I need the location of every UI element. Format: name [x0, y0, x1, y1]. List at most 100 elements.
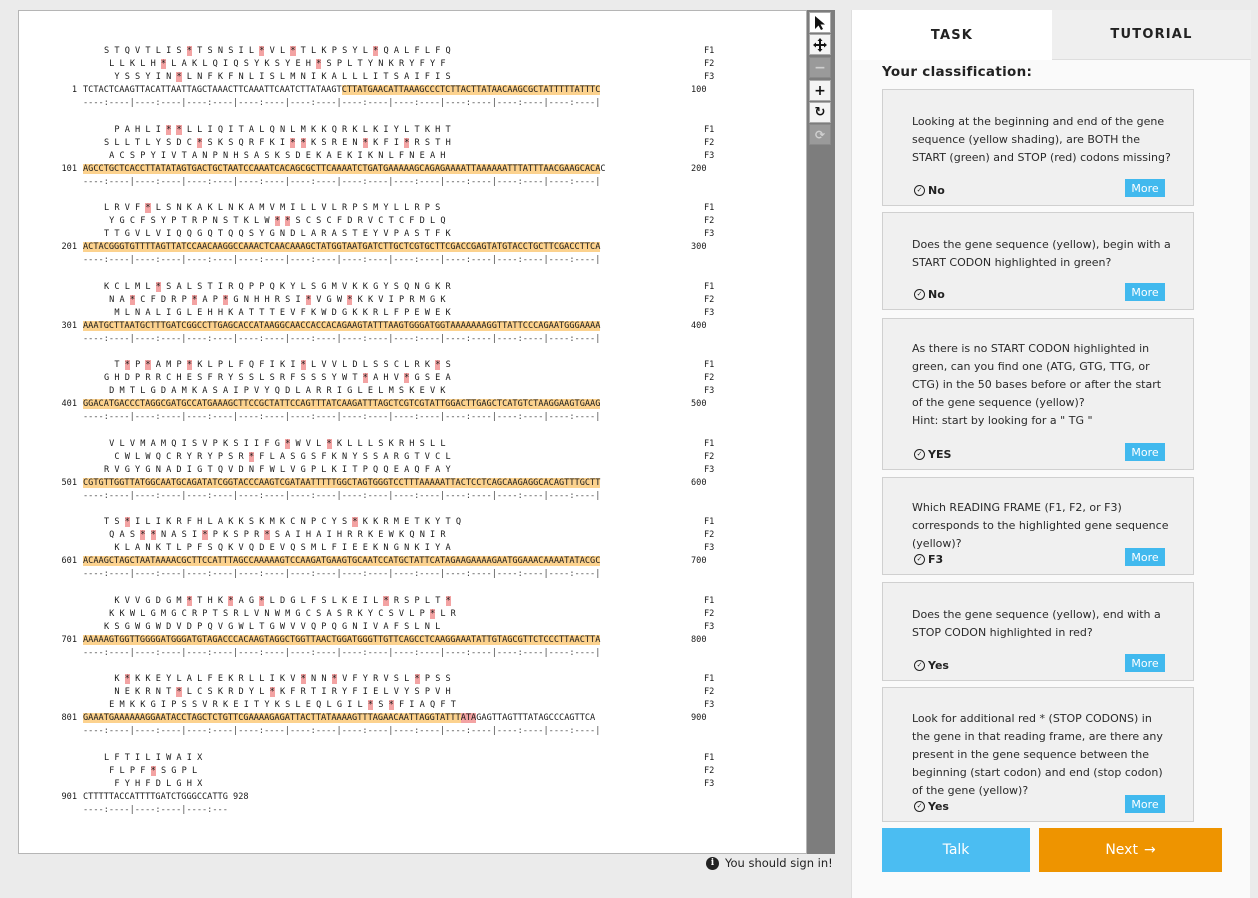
- more-button[interactable]: More: [1125, 179, 1165, 197]
- more-button[interactable]: More: [1125, 283, 1165, 301]
- frame-row-f3: D M T L G D A M K A S A I P V Y Q D L A …: [19, 385, 806, 398]
- frame-label: F2: [704, 216, 715, 226]
- frame-row-f2: C W L W Q C R Y R Y P S R * F L A S G S …: [19, 451, 806, 464]
- info-icon: i: [706, 856, 719, 870]
- stop-marker: *: [176, 72, 182, 82]
- position-number: 401: [61, 399, 77, 409]
- more-button[interactable]: More: [1125, 443, 1165, 461]
- plus-icon: +: [814, 82, 826, 99]
- question-text: Look for additional red * (STOP CODONS) …: [912, 712, 1163, 797]
- dna-sequence: CGTGTTGGTTATGGCAATGCAGATATCGGTACCCAAGTCG…: [83, 477, 601, 490]
- frame-row-f2: L L K L H * L A K L Q I Q S Y K S Y E H …: [19, 58, 806, 71]
- answer: ✓ F3: [914, 553, 943, 566]
- question-card: Which READING FRAME (F1, F2, or F3) corr…: [882, 477, 1194, 575]
- dna-row: 501 CGTGTTGGTTATGGCAATGCAGATATCGGTACCCAAG…: [19, 477, 806, 490]
- stop-marker: *: [264, 530, 270, 540]
- position-number: 201: [61, 242, 77, 252]
- sequence-viewer[interactable]: S T Q V T L I S * T S N S I L * V L * T …: [18, 10, 807, 854]
- position-number: 701: [61, 634, 77, 645]
- frame-label: F2: [704, 137, 715, 148]
- reset-icon: ↻: [814, 105, 826, 120]
- end-position: 200: [691, 163, 707, 174]
- more-button[interactable]: More: [1125, 548, 1165, 566]
- end-position: 400: [691, 320, 707, 331]
- tab-tutorial[interactable]: TUTORIAL: [1052, 10, 1251, 60]
- stop-marker: *: [290, 137, 296, 148]
- stop-marker: *: [331, 674, 337, 684]
- rotate-icon: ⟳: [814, 127, 826, 142]
- rotate-button[interactable]: ⟳: [809, 124, 831, 145]
- question-card: Look for additional red * (STOP CODONS) …: [882, 687, 1194, 822]
- amino-acid-translation: L R V F * L S N K A K L N K A M V M I L …: [104, 203, 441, 213]
- frame-label: F3: [704, 778, 715, 789]
- end-position: 900: [691, 713, 707, 723]
- more-button[interactable]: More: [1125, 654, 1165, 672]
- end-position: 100: [691, 85, 707, 95]
- answer: ✓ Yes: [914, 659, 949, 672]
- question-text: Does the gene sequence (yellow), end wit…: [912, 608, 1161, 639]
- frame-row-f1: K * K K E Y L A L F E K R L L I K V * N …: [19, 673, 806, 686]
- dna-row: 201 ACTACGGGTGTTTTAGTTATCCAACAAGGCCAAACTC…: [19, 241, 806, 254]
- stop-marker: *: [305, 294, 312, 305]
- frame-row-f1: P A H L I * * L L I Q I T A L Q N L M K …: [19, 124, 806, 137]
- stop-marker: *: [352, 517, 358, 527]
- stop-marker: *: [347, 294, 353, 305]
- sign-in-notice[interactable]: i You should sign in!: [706, 856, 833, 870]
- stop-marker: *: [404, 137, 410, 148]
- stop-marker: *: [197, 137, 203, 148]
- stop-marker: *: [155, 281, 161, 292]
- move-tool-button[interactable]: [809, 34, 831, 55]
- more-button[interactable]: More: [1125, 795, 1165, 813]
- zoom-in-button[interactable]: +: [809, 80, 831, 101]
- stop-marker: *: [124, 360, 130, 370]
- talk-button[interactable]: Talk: [882, 828, 1030, 872]
- answer: ✓ No: [914, 184, 945, 197]
- frame-label: F3: [704, 464, 715, 475]
- question-text: Does the gene sequence (yellow), begin w…: [912, 238, 1171, 269]
- next-button[interactable]: Next →: [1039, 828, 1222, 872]
- classification-title: Your classification:: [882, 64, 1033, 80]
- stop-marker: *: [373, 46, 379, 56]
- frame-row-f3: K L A N K T L P F S Q K V Q D E V Q S M …: [19, 542, 806, 555]
- dna-sequence: AGCCTGCTCACCTTATATAGTGACTGCTAATCCAAATCAC…: [83, 163, 606, 174]
- check-circle-icon: ✓: [914, 554, 925, 565]
- end-position: 600: [691, 477, 707, 488]
- dna-sequence: TCTACTCAAGTTACATTAATTAGCTAAACTTCAAATTCAA…: [83, 85, 601, 95]
- ruler: ----:----|----:----|----:----|----:----|…: [83, 176, 601, 187]
- amino-acid-translation: C W L W Q C R Y R Y P S R * F L A S G S …: [104, 451, 451, 462]
- ruler-row: ----:----|----:----|----:----|----:----|…: [19, 333, 806, 346]
- check-circle-icon: ✓: [914, 185, 925, 196]
- frame-label: F3: [704, 229, 715, 239]
- amino-acid-translation: D M T L G D A M K A S A I P V Y Q D L A …: [104, 386, 446, 396]
- stop-codon-highlight: ATA: [460, 713, 477, 723]
- ruler: ----:----|----:----|----:----|----:----|…: [83, 333, 601, 344]
- amino-acid-translation: T * P * A M P * K L P L F Q F I K I * L …: [104, 360, 451, 370]
- sequence-block: T S * I L I K R F H L A K K S K M K C N …: [19, 516, 806, 595]
- frame-label: F1: [704, 752, 715, 763]
- stop-marker: *: [223, 294, 229, 305]
- reset-view-button[interactable]: ↻: [809, 102, 831, 123]
- amino-acid-translation: K L A N K T L P F S Q K V Q D E V Q S M …: [104, 543, 451, 553]
- stop-marker: *: [259, 46, 265, 56]
- amino-acid-translation: K V V G D G M * T H K * A G * L D G L F …: [104, 595, 451, 606]
- stop-marker: *: [259, 595, 265, 606]
- ruler-row: ----:----|----:----|----:----|----:----|…: [19, 97, 806, 110]
- end-position: 700: [691, 556, 707, 566]
- amino-acid-translation: Y G C F S Y P T R P N S T K L W * * S C …: [104, 216, 446, 226]
- check-circle-icon: ✓: [914, 801, 925, 812]
- arrow-right-icon: →: [1143, 842, 1156, 858]
- zoom-out-button[interactable]: −: [809, 57, 831, 78]
- dna-sequence: GGACATGACCCTAGGCGATGCCATGAAAGCTTCCGCTATT…: [83, 398, 601, 411]
- stop-marker: *: [362, 137, 368, 148]
- frame-row-f2: Q A S * * N A S I * P K S P R * S A I H …: [19, 529, 806, 542]
- ruler-row: ----:----|----:----|----:----|----:----|…: [19, 568, 806, 581]
- stop-marker: *: [429, 608, 436, 619]
- amino-acid-translation: N A * C F D R P * A P * G N H H R S I * …: [104, 294, 446, 305]
- pointer-tool-button[interactable]: [809, 12, 831, 33]
- frame-label: F1: [704, 595, 715, 606]
- tab-task[interactable]: TASK: [852, 10, 1052, 60]
- gene-highlight: CGTGTTGGTTATGGCAATGCAGATATCGGTACCCAAGTCG…: [83, 477, 601, 488]
- question-text: As there is no START CODON highlighted i…: [912, 340, 1173, 430]
- dna-sequence: AAATGCTTAATGCTTTGATCGGCCTTGAGCACCATAAGGC…: [83, 320, 601, 333]
- frame-label: F1: [704, 517, 715, 527]
